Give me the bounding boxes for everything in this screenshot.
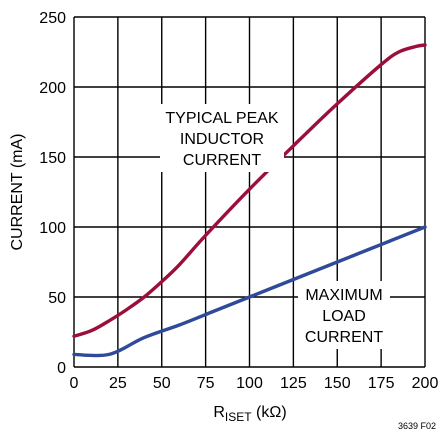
x-axis-label-main: R <box>213 404 225 421</box>
y-tick-label-50: 50 <box>48 290 66 307</box>
x-axis-label: RISET (kΩ) <box>213 404 286 424</box>
y-tick-label-100: 100 <box>39 220 66 237</box>
x-tick-labels: 0 25 50 75 100 125 150 175 200 <box>70 375 438 392</box>
x-tick-label-75: 75 <box>197 375 215 392</box>
peak-annotation-line-1: TYPICAL PEAK <box>165 110 279 127</box>
peak-annotation-line-2: INDUCTOR <box>180 131 264 148</box>
x-tick-label-100: 100 <box>236 375 263 392</box>
series-line-1 <box>72 225 427 358</box>
series-lines <box>72 43 427 358</box>
x-tick-label-125: 125 <box>280 375 307 392</box>
x-axis-label-subscript: ISET <box>225 410 252 424</box>
x-tick-label-150: 150 <box>324 375 351 392</box>
series-line-0 <box>72 43 427 338</box>
y-tick-label-250: 250 <box>39 10 66 27</box>
x-tick-label-50: 50 <box>153 375 171 392</box>
figure-id: 3639 F02 <box>398 421 436 431</box>
load-annotation-line-1: MAXIMUM <box>305 287 382 304</box>
x-tick-label-175: 175 <box>368 375 395 392</box>
load-annotation-line-2: LOAD <box>322 308 366 325</box>
y-tick-label-200: 200 <box>39 80 66 97</box>
x-tick-label-200: 200 <box>412 375 438 392</box>
peak-label-background <box>160 104 284 172</box>
x-tick-label-25: 25 <box>109 375 127 392</box>
y-tick-labels: 0 50 100 150 200 250 <box>39 10 66 377</box>
x-tick-label-0: 0 <box>70 375 79 392</box>
x-axis-label-unit: (kΩ) <box>252 404 287 421</box>
y-tick-label-150: 150 <box>39 150 66 167</box>
load-annotation-line-3: CURRENT <box>305 329 383 346</box>
y-tick-label-0: 0 <box>57 360 66 377</box>
y-axis-label: CURRENT (mA) <box>9 133 26 250</box>
load-label-background <box>298 281 390 349</box>
peak-annotation-line-3: CURRENT <box>183 152 261 169</box>
